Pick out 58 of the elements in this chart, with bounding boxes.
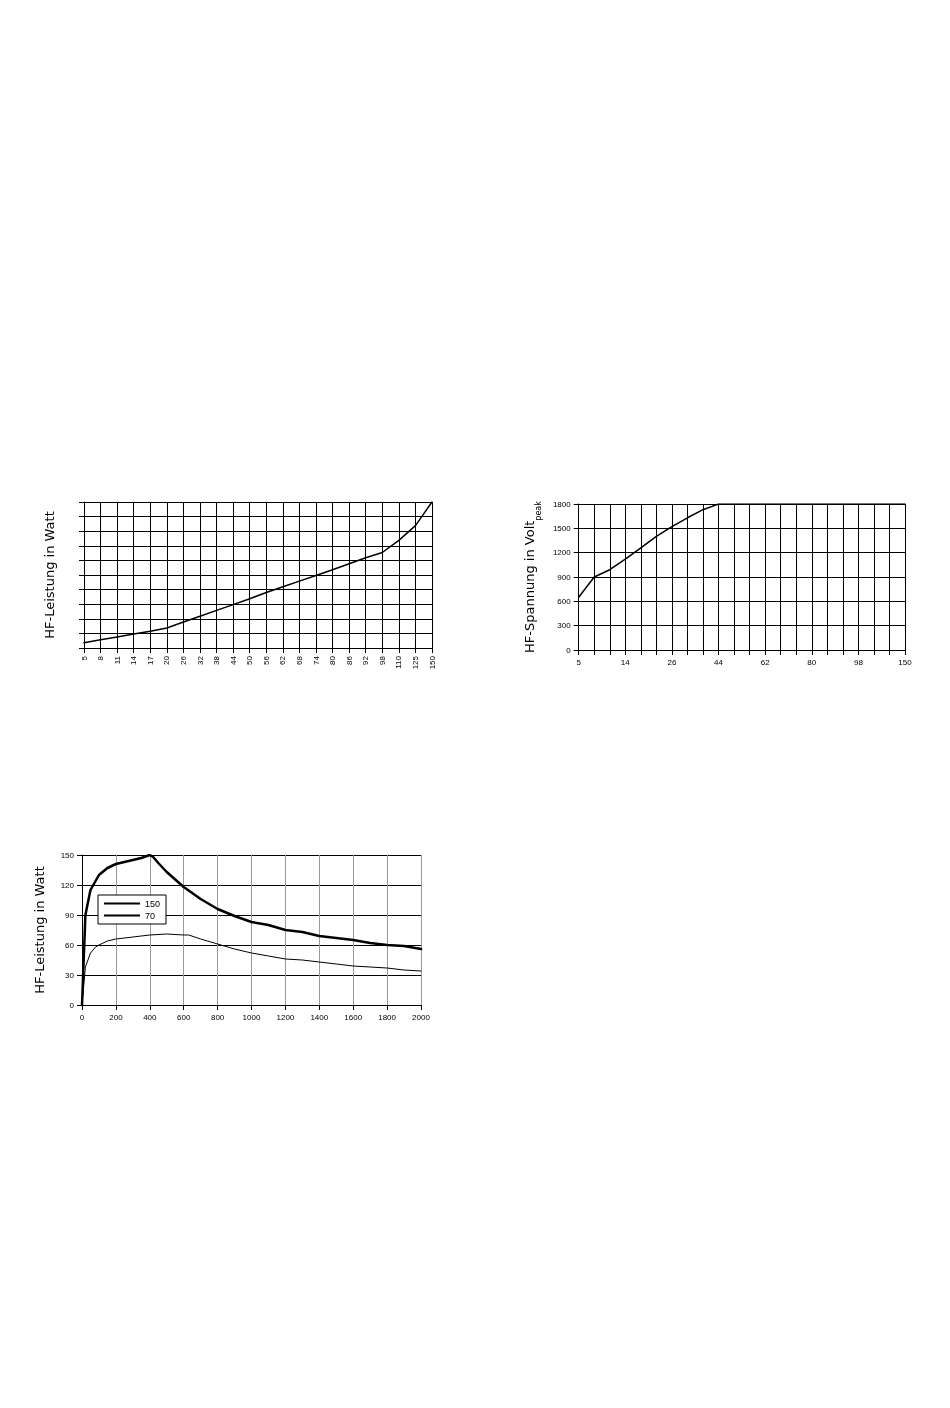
x-tick-label: 150 [898, 657, 913, 667]
x-tick-label: 80 [328, 655, 338, 665]
x-tick-label: 98 [853, 657, 864, 667]
x-tick-label: 5 [576, 657, 582, 667]
y-tick-label: 600 [557, 596, 572, 606]
x-tick-label: 600 [177, 1012, 191, 1022]
x-tick-label: 1400 [310, 1012, 329, 1022]
y-tick-label: 1200 [552, 548, 572, 558]
x-tick-label: 62 [278, 655, 288, 665]
x-tick-label: 62 [760, 657, 771, 667]
x-tick-label: 20 [162, 655, 172, 665]
y-tick-label: 300 [557, 621, 572, 631]
y-tick-label: 150 [60, 850, 75, 860]
y-tick-label: 1500 [552, 523, 572, 533]
x-tick-label: 11 [112, 655, 122, 665]
x-tick-label: 38 [212, 655, 222, 665]
y-axis-title: HF-Leistung in Watt [32, 866, 47, 994]
x-tick-label: 1200 [276, 1012, 295, 1022]
x-tick-label: 92 [361, 655, 371, 665]
x-tick-label: 14 [620, 657, 631, 667]
y-tick-label: 900 [557, 572, 572, 582]
legend-label: 70 [145, 910, 156, 921]
x-tick-label: 110 [394, 655, 404, 669]
x-tick-label: 86 [344, 655, 354, 665]
y-axis-title: HF-Leistung in Watt [42, 511, 57, 639]
x-tick-label: 800 [210, 1012, 225, 1022]
x-tick-label: 0 [79, 1012, 85, 1022]
y-tick-label: 30 [65, 970, 75, 980]
x-tick-label: 74 [311, 655, 321, 665]
y-tick-label: 1800 [552, 499, 572, 509]
x-tick-label: 32 [195, 655, 205, 665]
y-tick-label: 120 [60, 880, 75, 890]
x-tick-label: 56 [261, 655, 271, 665]
x-tick-label: 68 [294, 655, 304, 665]
y-axis-title: HF-Spannung in Voltpeak [522, 500, 543, 653]
x-tick-label: 1000 [242, 1012, 261, 1022]
x-tick-label: 150 [427, 655, 437, 670]
x-tick-label: 26 [178, 655, 188, 665]
x-tick-label: 44 [714, 657, 724, 667]
x-tick-label: 5 [79, 655, 89, 661]
x-tick-label: 8 [96, 655, 106, 661]
x-tick-label: 26 [667, 657, 677, 667]
x-tick-label: 1800 [378, 1012, 397, 1022]
x-tick-label: 400 [143, 1012, 158, 1022]
x-tick-label: 1600 [344, 1012, 363, 1022]
x-tick-label: 98 [377, 655, 387, 665]
x-tick-label: 50 [245, 655, 255, 665]
legend-label: 150 [145, 898, 161, 909]
x-tick-label: 200 [109, 1012, 124, 1022]
x-tick-label: 14 [129, 655, 139, 665]
y-tick-label: 60 [65, 940, 75, 950]
x-tick-label: 125 [410, 655, 420, 670]
x-tick-label: 2000 [412, 1012, 431, 1022]
x-tick-label: 44 [228, 655, 238, 665]
x-tick-label: 80 [807, 657, 817, 667]
y-tick-label: 90 [65, 910, 75, 920]
x-tick-label: 17 [145, 655, 155, 665]
y-tick-label: 0 [69, 1000, 75, 1010]
